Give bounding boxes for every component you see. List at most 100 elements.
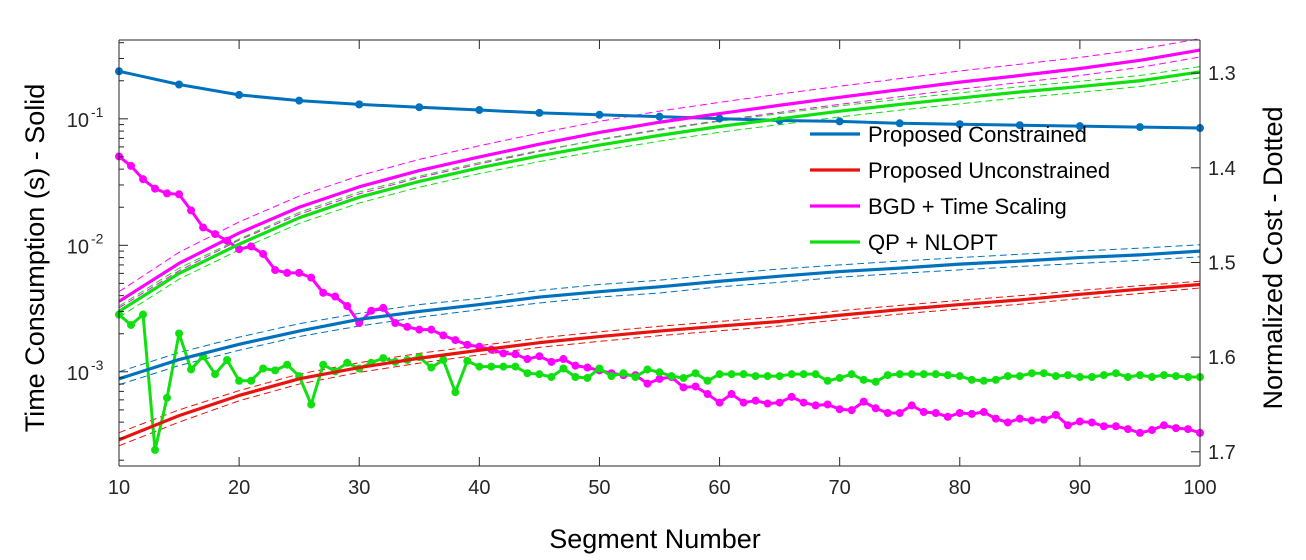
- x-axis-title: Segment Number: [549, 524, 761, 554]
- bgd-time-scaling-cost-point: [871, 404, 880, 413]
- qp-nlopt-cost-point: [1171, 372, 1180, 381]
- qp-nlopt-cost-point: [187, 365, 196, 374]
- bgd-time-scaling-cost-point: [583, 363, 592, 372]
- bgd-time-scaling-cost-point: [679, 383, 688, 392]
- qp-nlopt-cost-point: [967, 375, 976, 384]
- qp-nlopt-cost-point: [475, 362, 484, 371]
- qp-nlopt-upper-band: [118, 66, 1201, 307]
- y-right-tick-label: 1.7: [1208, 442, 1236, 464]
- bgd-time-scaling-cost-point: [787, 392, 796, 401]
- bgd-time-scaling-lower-band: [118, 56, 1201, 309]
- bgd-time-scaling-cost-point: [799, 398, 808, 407]
- bgd-time-scaling-cost-point: [763, 399, 772, 408]
- y-left-tick-exponent: -1: [91, 104, 104, 120]
- bgd-time-scaling-cost-point: [703, 390, 712, 399]
- qp-nlopt-cost-point: [1099, 371, 1108, 380]
- qp-nlopt-cost-point: [1183, 373, 1192, 382]
- bgd-time-scaling-cost-point: [367, 306, 376, 315]
- proposed-constrained-cost-point: [175, 80, 184, 89]
- qp-nlopt-cost-point: [259, 364, 268, 373]
- bgd-time-scaling-cost-point: [1027, 416, 1036, 425]
- bgd-time-scaling-cost-point: [415, 325, 424, 334]
- qp-nlopt-cost-point: [643, 365, 652, 374]
- bgd-time-scaling-cost-point: [259, 249, 268, 258]
- qp-nlopt-cost-point: [343, 358, 352, 367]
- qp-nlopt-cost-point: [775, 372, 784, 381]
- y-left-tick-label: 10: [67, 363, 89, 385]
- bgd-time-scaling-cost-point: [1183, 425, 1192, 434]
- bgd-time-scaling-cost-point: [919, 408, 928, 417]
- bgd-time-scaling-cost-point: [775, 398, 784, 407]
- bgd-time-scaling-cost-point: [1159, 421, 1168, 430]
- proposed-constrained-cost-point: [355, 100, 364, 109]
- qp-nlopt-cost-point: [571, 373, 580, 382]
- qp-nlopt-cost-point: [823, 376, 832, 385]
- bgd-time-scaling-cost-point: [1123, 425, 1132, 434]
- qp-nlopt-cost-point: [511, 362, 520, 371]
- bgd-time-scaling-cost-point: [571, 361, 580, 370]
- qp-nlopt-cost-point: [883, 371, 892, 380]
- bgd-time-scaling-cost-point: [1075, 417, 1084, 426]
- bgd-time-scaling-cost-point: [1051, 410, 1060, 419]
- bgd-time-scaling-cost-point: [691, 382, 700, 391]
- bgd-time-scaling-cost-point: [187, 206, 196, 215]
- bgd-time-scaling-cost-point: [859, 397, 868, 406]
- bgd-time-scaling-cost-point: [1039, 415, 1048, 424]
- x-tick-label: 20: [228, 477, 250, 499]
- qp-nlopt-cost-point: [619, 369, 628, 378]
- qp-nlopt-cost-point: [931, 370, 940, 379]
- bgd-time-scaling-cost-point: [547, 357, 556, 366]
- qp-nlopt-cost-point: [247, 376, 256, 385]
- qp-nlopt-cost-point: [955, 372, 964, 381]
- bgd-time-scaling-cost-point: [439, 331, 448, 340]
- bgd-time-scaling-cost-point: [751, 396, 760, 405]
- qp-nlopt-cost-point: [1039, 369, 1048, 378]
- qp-nlopt-cost-point: [427, 363, 436, 372]
- qp-nlopt-cost-point: [871, 377, 880, 386]
- proposed-unconstrained-time-line: [118, 282, 1201, 442]
- qp-nlopt-cost-point: [919, 370, 928, 379]
- proposed-constrained-cost-point: [415, 103, 424, 112]
- proposed-constrained-cost-point: [1135, 123, 1144, 132]
- bgd-time-scaling-cost-point: [271, 266, 280, 275]
- bgd-time-scaling-cost-point: [1147, 426, 1156, 435]
- bgd-time-scaling-cost-point: [1087, 418, 1096, 427]
- bgd-time-scaling-cost-point: [1171, 424, 1180, 433]
- qp-nlopt-cost-point: [499, 362, 508, 371]
- x-tick-label: 60: [708, 477, 730, 499]
- left-axis-title: Time Consumption (s) - Solid: [20, 84, 50, 433]
- bgd-time-scaling-cost-point: [1111, 422, 1120, 431]
- qp-nlopt-cost-point: [151, 445, 160, 454]
- qp-nlopt-cost-point: [1027, 369, 1036, 378]
- bgd-time-scaling-cost-point: [247, 242, 256, 251]
- bgd-time-scaling-cost-point: [283, 268, 292, 277]
- bgd-time-scaling-cost-point: [331, 292, 340, 301]
- proposed-constrained-cost-point: [895, 119, 904, 128]
- bgd-time-scaling-cost-point: [295, 268, 304, 277]
- qp-nlopt-cost-point: [679, 373, 688, 382]
- legend: Proposed Constrained Proposed Unconstrain…: [810, 122, 1110, 255]
- x-tick-label: 30: [348, 477, 370, 499]
- qp-nlopt-cost-point: [895, 370, 904, 379]
- qp-nlopt-cost-point: [1063, 371, 1072, 380]
- y-right-tick-label: 1.6: [1208, 347, 1236, 369]
- qp-nlopt-cost-point: [283, 360, 292, 369]
- qp-nlopt-cost-point: [1135, 371, 1144, 380]
- bgd-time-scaling-cost-point: [139, 175, 148, 184]
- qp-nlopt-cost-point: [307, 400, 316, 409]
- qp-nlopt-cost-point: [211, 370, 220, 379]
- proposed-constrained-cost-point: [835, 117, 844, 126]
- bgd-time-scaling-cost-point: [319, 288, 328, 297]
- x-tick-label: 90: [1069, 477, 1091, 499]
- x-tick-label: 80: [949, 477, 971, 499]
- qp-nlopt-cost-point: [139, 310, 148, 319]
- legend-label-qp-nlopt: QP + NLOPT: [868, 230, 998, 255]
- qp-nlopt-cost-point: [799, 370, 808, 379]
- qp-nlopt-cost-point: [1015, 372, 1024, 381]
- bgd-time-scaling-cost-point: [1063, 421, 1072, 430]
- bgd-time-scaling-cost-point: [559, 355, 568, 364]
- qp-nlopt-cost-point: [787, 370, 796, 379]
- bgd-time-scaling-upper-band: [118, 38, 1201, 293]
- qp-nlopt-cost-point: [463, 356, 472, 365]
